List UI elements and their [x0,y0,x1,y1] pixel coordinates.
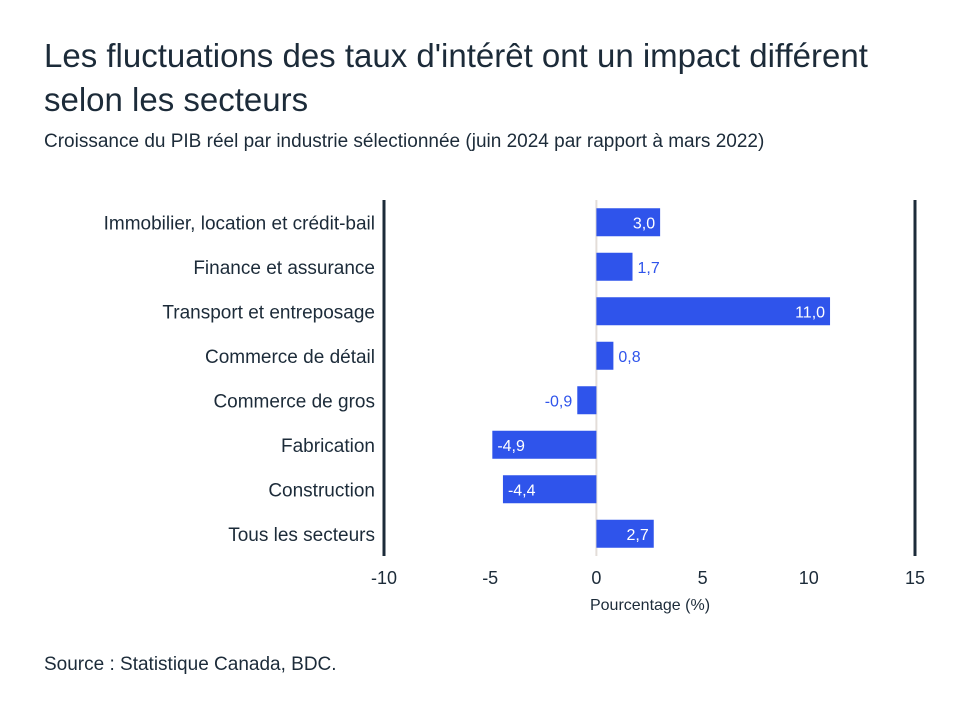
category-label: Fabrication [281,436,375,457]
bar [502,475,597,504]
category-label: Tous les secteurs [228,525,375,546]
category-label: Commerce de détail [205,347,375,368]
x-tick-label: -5 [482,568,498,588]
x-tick-label: 5 [698,568,708,588]
data-label: 1,7 [638,260,660,277]
category-label: Finance et assurance [193,258,375,279]
data-label: -4,4 [508,482,536,499]
bar [577,386,597,415]
data-label: 11,0 [795,304,825,321]
x-axis-label: Pourcentage (%) [590,597,710,614]
x-tick-label: 15 [905,568,925,588]
data-label: 2,7 [626,527,648,544]
source-note: Source : Statistique Canada, BDC. [44,654,337,675]
chart-title: Les fluctuations des taux d'intérêt ont … [44,37,868,118]
category-label: Transport et entreposage [162,302,375,323]
bar [596,297,831,326]
category-label: Commerce de gros [213,391,375,412]
data-label: 3,0 [633,215,655,232]
bar [492,430,597,459]
data-label: -4,9 [497,438,525,455]
data-label: -0,9 [545,393,573,410]
category-label: Immobilier, location et crédit-bail [104,213,375,234]
bar [596,519,654,548]
bar [596,252,633,281]
chart-subtitle: Croissance du PIB réel par industrie sél… [44,131,765,152]
category-label: Construction [268,480,375,501]
data-label: 0,8 [618,349,640,366]
bar [596,341,614,370]
bar [596,208,661,237]
x-tick-label: 0 [591,568,601,588]
x-tick-label: 10 [799,568,819,588]
x-tick-label: -10 [371,568,397,588]
